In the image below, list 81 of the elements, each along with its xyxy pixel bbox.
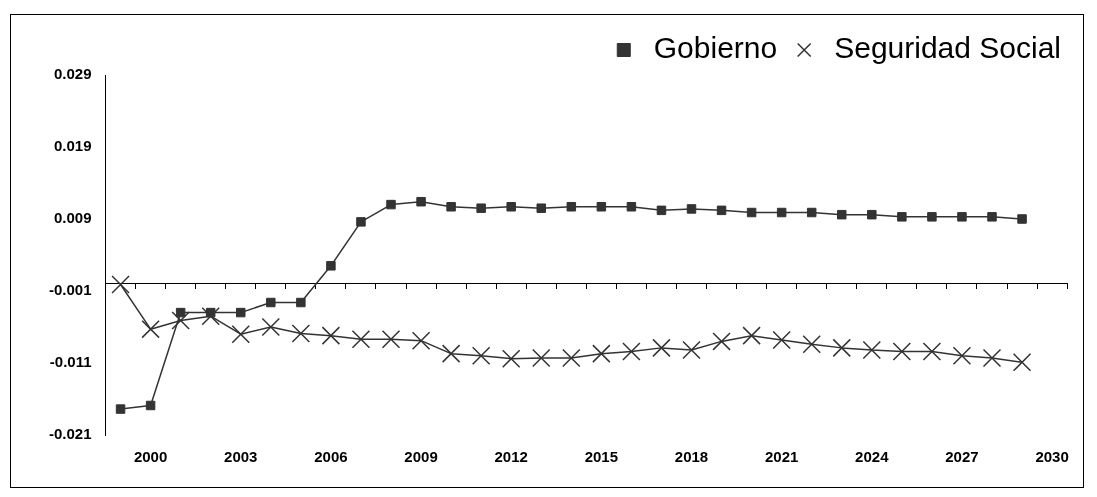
point [682, 340, 701, 360]
point [145, 400, 156, 411]
point [952, 346, 972, 366]
x-tick-label: 2030 [1035, 448, 1069, 466]
point [772, 330, 791, 350]
point [596, 202, 607, 212]
point [261, 317, 281, 337]
x-tick-label: 2012 [494, 448, 528, 466]
y-tick-label: 0.029 [53, 65, 92, 83]
point [476, 203, 486, 213]
point [446, 202, 456, 212]
x-tick-label: 2021 [764, 448, 799, 466]
x-tick-label: 2009 [404, 448, 438, 466]
point [386, 199, 396, 210]
point [471, 346, 491, 366]
point [897, 212, 907, 222]
legend-label: Seguridad Social [834, 31, 1062, 65]
point [832, 338, 851, 358]
y-tick-label: -0.021 [48, 425, 92, 443]
point [862, 340, 882, 360]
point [205, 307, 216, 318]
point [381, 330, 401, 349]
x-tick-label: 2003 [224, 448, 258, 466]
point [266, 297, 276, 308]
point [982, 348, 1002, 368]
point [411, 331, 431, 350]
point [441, 344, 461, 363]
point [291, 324, 311, 343]
point [742, 326, 761, 345]
point [622, 342, 641, 361]
point [171, 311, 190, 330]
point [656, 205, 667, 216]
point [506, 202, 516, 212]
point [652, 338, 671, 358]
x-tick-label: 2027 [945, 448, 979, 466]
y-tick-label: -0.011 [49, 353, 92, 371]
point [746, 207, 757, 218]
point [356, 217, 366, 227]
point [867, 209, 877, 220]
point [987, 212, 997, 222]
legend-label: Gobierno [653, 31, 778, 65]
point [927, 212, 937, 222]
y-tick-label: 0.009 [53, 209, 92, 227]
point [351, 330, 371, 349]
point [1017, 214, 1027, 224]
point [776, 207, 787, 218]
x-tick-label: 2000 [133, 448, 168, 466]
x-tick-label: 2006 [314, 448, 348, 466]
point [175, 307, 186, 318]
point [326, 261, 336, 271]
x-tick-label: 2015 [584, 448, 619, 466]
point [716, 205, 727, 216]
y-tick-label: 0.019 [53, 137, 92, 155]
point [231, 324, 250, 344]
point [111, 275, 130, 294]
point [686, 204, 697, 214]
point [201, 306, 220, 326]
point [536, 203, 546, 213]
point [892, 342, 912, 361]
point [416, 196, 426, 207]
point [236, 307, 246, 318]
point [501, 349, 521, 368]
point [922, 342, 942, 361]
point [115, 404, 126, 414]
x-tick-label: 2024 [855, 448, 890, 466]
point [562, 348, 581, 368]
point [957, 212, 967, 222]
x-tick-label: 2018 [674, 448, 709, 466]
y-tick-label: -0.001 [48, 281, 92, 299]
point [837, 209, 847, 220]
point [806, 207, 817, 218]
point [141, 319, 160, 339]
point [321, 326, 341, 345]
point [296, 297, 306, 308]
point [566, 202, 577, 212]
point [802, 335, 821, 354]
point [592, 344, 611, 363]
point [532, 348, 551, 368]
point [712, 332, 731, 351]
point [1012, 353, 1032, 372]
point [626, 202, 637, 212]
